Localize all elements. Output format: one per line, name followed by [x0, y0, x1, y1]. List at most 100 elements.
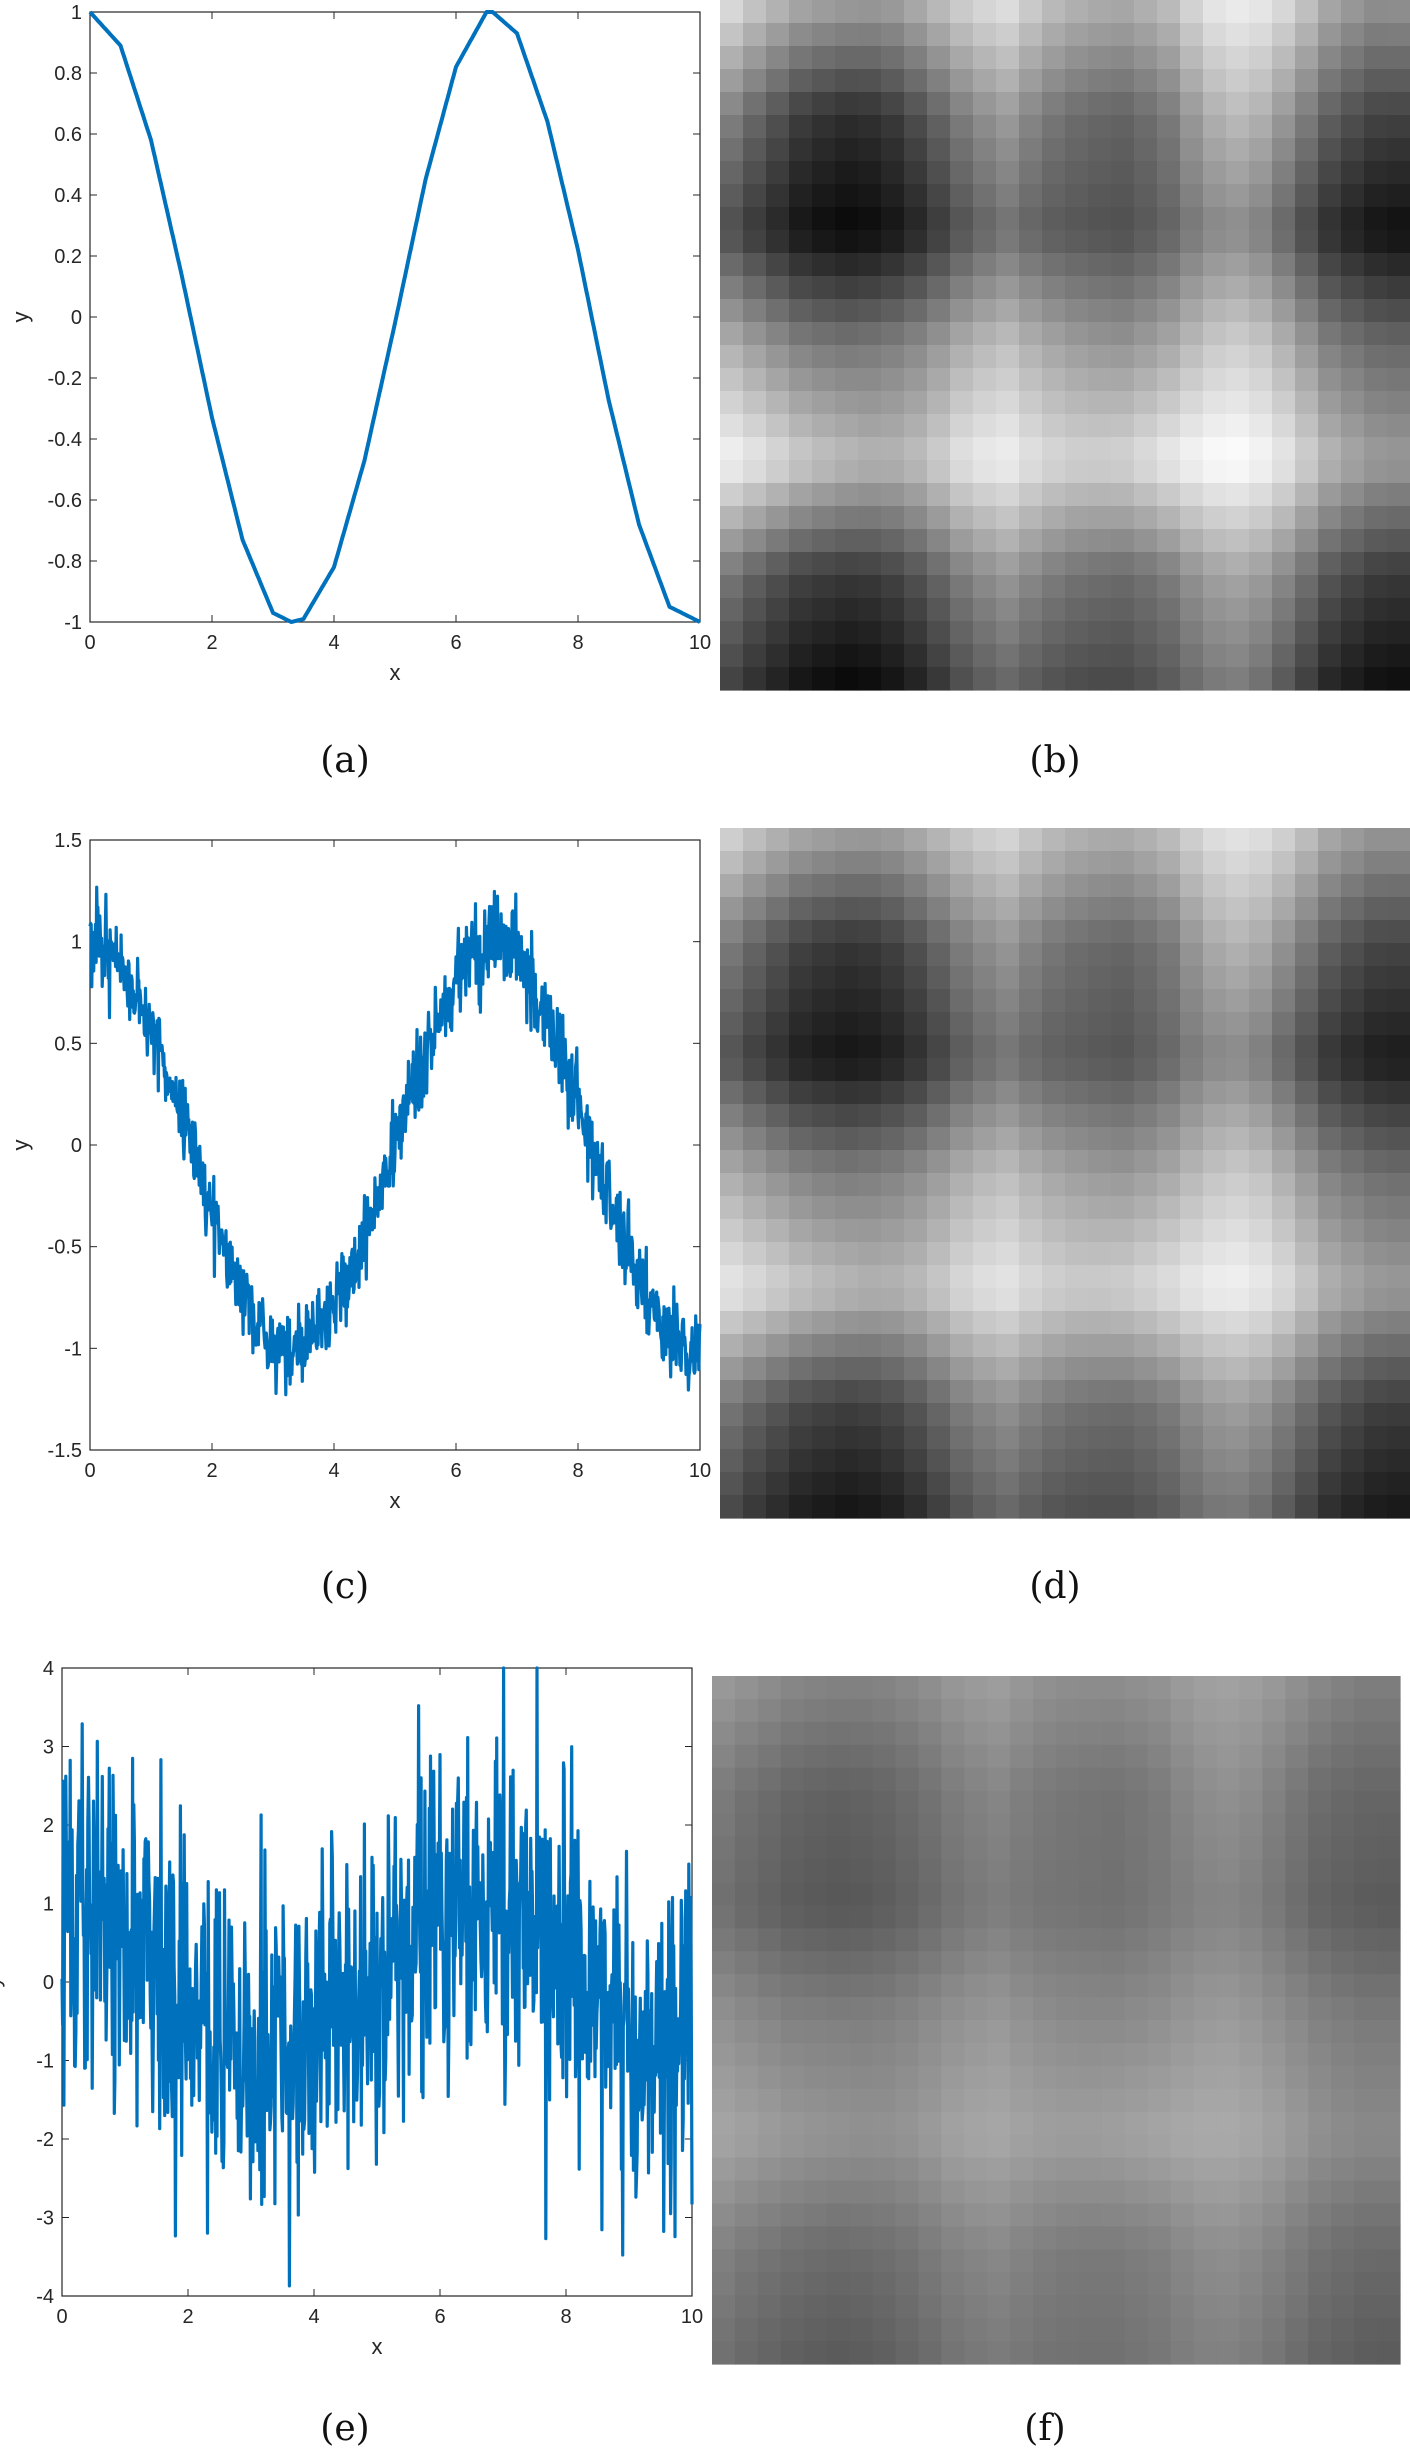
heatmap-cell [1088, 644, 1112, 668]
heatmap-cell [1065, 1219, 1089, 1243]
heatmap-cell [1331, 2226, 1355, 2250]
heatmap-cell [1354, 2088, 1378, 2113]
heatmap-cell [1033, 2272, 1057, 2296]
heatmap-cell [1285, 2318, 1309, 2342]
heatmap-cell [1170, 1836, 1195, 1861]
heatmap-cell [1042, 46, 1066, 70]
heatmap-cell [1387, 184, 1410, 208]
heatmap-cell [1065, 1150, 1089, 1174]
heatmap-cell [1226, 598, 1250, 622]
heatmap-cell [1056, 1974, 1080, 1998]
heatmap-cell [904, 575, 928, 599]
heatmap-cell [1285, 1882, 1309, 1906]
heatmap-cell [1157, 299, 1181, 323]
heatmap-cell [743, 138, 767, 162]
heatmap-cell [1249, 897, 1273, 921]
heatmap-cell [1180, 1426, 1204, 1450]
heatmap-cell [1019, 1288, 1043, 1312]
heatmap-cell [1180, 23, 1204, 47]
heatmap-cell [1042, 1196, 1066, 1220]
heatmap-cell [835, 69, 859, 93]
heatmap-cell [927, 920, 951, 944]
heatmap-cell [1111, 391, 1135, 415]
heatmap-cell [743, 1196, 767, 1220]
heatmap-cell [1124, 1721, 1149, 1746]
heatmap-cell [1285, 1767, 1309, 1792]
heatmap-cell [1285, 1721, 1309, 1746]
heatmap-cell [1088, 1035, 1112, 1059]
heatmap-cell [835, 1104, 859, 1128]
heatmap-cell [1216, 1767, 1241, 1792]
heatmap-cell [904, 943, 928, 967]
heatmap-cell [743, 92, 767, 116]
heatmap-cell [881, 598, 905, 622]
heatmap-cell [1193, 2042, 1218, 2067]
heatmap-cell [1088, 1242, 1112, 1266]
heatmap-cell [1134, 1265, 1158, 1289]
heatmap-cell [1065, 966, 1089, 990]
heatmap-cell [858, 69, 882, 93]
heatmap-cell [766, 897, 790, 921]
heatmap-cell [881, 230, 905, 254]
heatmap-cell [1042, 207, 1066, 231]
heatmap-cell [1341, 644, 1365, 668]
heatmap-cell [720, 874, 744, 898]
heatmap-cell [826, 1997, 851, 2021]
heatmap-cell [826, 1698, 851, 1723]
heatmap-cell [1078, 1790, 1103, 1815]
heatmap-cell [1019, 1104, 1043, 1128]
heatmap-cell [1033, 1744, 1057, 1769]
heatmap-cell [734, 1790, 759, 1815]
heatmap-cell [1042, 115, 1066, 139]
heatmap-cell [1272, 989, 1296, 1013]
heatmap-cell [734, 1928, 759, 1952]
heatmap-cell [1180, 1219, 1204, 1243]
heatmap-cell [973, 897, 997, 921]
heatmap-cell [872, 2249, 897, 2273]
heatmap-cell [1203, 276, 1227, 300]
heatmap-cell [1203, 322, 1227, 346]
heatmap-cell [973, 92, 997, 116]
heatmap-cell [1088, 1495, 1112, 1519]
heatmap-cell [1341, 1472, 1365, 1496]
heatmap-cell [858, 1012, 882, 1036]
heatmap-cell [1262, 1676, 1286, 1700]
heatmap-cell [1249, 874, 1273, 898]
heatmap-cell [1262, 2020, 1286, 2044]
heatmap-cell [803, 2088, 828, 2113]
heatmap-cell [904, 92, 928, 116]
heatmap-cell [987, 2134, 1011, 2159]
heatmap-cell [918, 2134, 942, 2159]
heatmap-cell [858, 1472, 882, 1496]
heatmap-cell [973, 1035, 997, 1059]
heatmap-cell [1249, 0, 1273, 24]
heatmap-cell [789, 1127, 813, 1151]
heatmap-cell [1239, 2157, 1263, 2182]
heatmap-cell [1157, 69, 1181, 93]
heatmap-cell [1285, 1905, 1309, 1929]
heatmap-cell [743, 1403, 767, 1427]
heatmap-cell [1203, 552, 1227, 576]
heatmap-cell [1088, 598, 1112, 622]
heatmap-cell [780, 1882, 805, 1906]
heatmap-cell [996, 828, 1020, 852]
heatmap-cell [950, 276, 974, 300]
heatmap-cell [950, 506, 974, 530]
heatmap-cell [766, 276, 790, 300]
heatmap-cell [1216, 2318, 1241, 2342]
heatmap-cell [1019, 391, 1043, 415]
heatmap-cell [1272, 1104, 1296, 1128]
heatmap-cell [743, 414, 767, 438]
heatmap-cell [1249, 943, 1273, 967]
heatmap-cell [1387, 667, 1410, 691]
heatmap-cell [757, 2180, 782, 2205]
heatmap-cell [1180, 920, 1204, 944]
heatmap-cell [1088, 276, 1112, 300]
heatmap-cell [987, 2180, 1011, 2205]
heatmap-cell [1262, 2341, 1286, 2365]
heatmap-cell [712, 2318, 736, 2342]
heatmap-cell [757, 1859, 782, 1883]
heatmap-cell [904, 529, 928, 553]
heatmap-cell [835, 253, 859, 277]
heatmap-cell [1331, 1836, 1355, 1861]
